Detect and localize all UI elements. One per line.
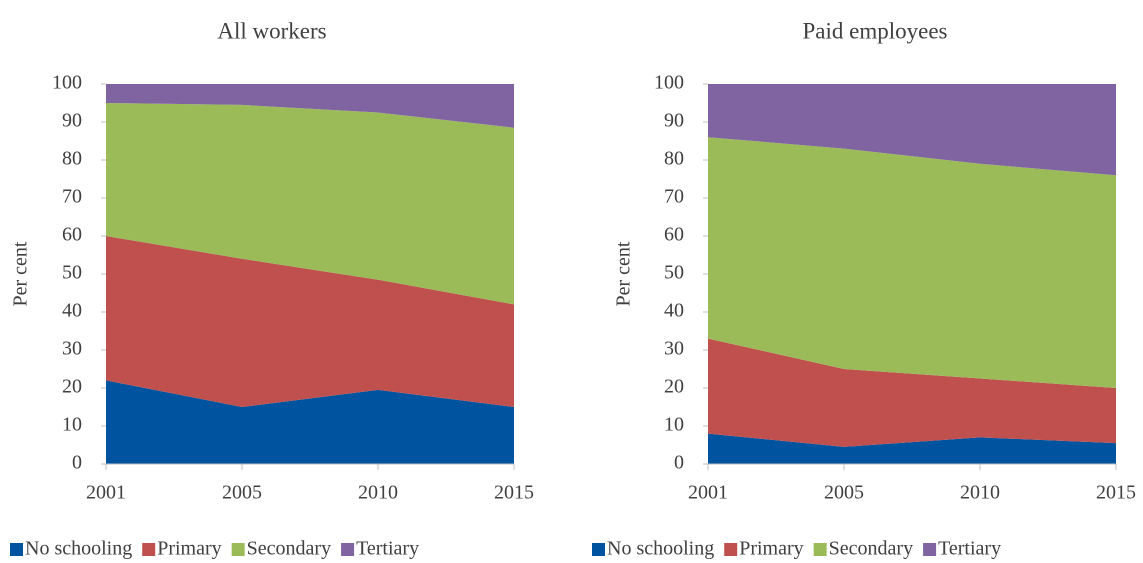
legend-swatch: [724, 543, 738, 556]
legend-swatch: [10, 543, 23, 556]
legend-swatch: [813, 543, 827, 556]
legend-swatch: [231, 543, 245, 556]
y-tick-label: 0: [674, 452, 684, 474]
area: [708, 338, 1116, 447]
legend-label: No schooling: [607, 538, 714, 560]
y-tick-label: 70: [62, 186, 82, 208]
y-tick-label: 80: [62, 148, 82, 170]
legend-label: Primary: [157, 538, 221, 560]
y-tick-label: 20: [664, 376, 684, 398]
legend-label: Tertiary: [356, 538, 419, 560]
y-tick-label: 70: [664, 186, 684, 208]
y-tick-label: 100: [654, 72, 684, 94]
legend-label: No schooling: [25, 538, 132, 560]
area: [106, 380, 514, 464]
y-tick-label: 30: [664, 338, 684, 360]
y-axis-label: Per cent: [10, 241, 32, 306]
legend-label: Secondary: [829, 538, 913, 560]
chart-title: Paid employees: [803, 18, 948, 43]
y-tick-label: 30: [62, 338, 82, 360]
x-tick-label: 2005: [824, 482, 864, 504]
x-tick-label: 2015: [1096, 482, 1136, 504]
x-tick-label: 2010: [358, 482, 398, 504]
y-tick-label: 80: [664, 148, 684, 170]
y-tick-label: 40: [664, 300, 684, 322]
x-tick-label: 2015: [494, 482, 534, 504]
y-tick-label: 50: [62, 262, 82, 284]
x-tick-label: 2001: [86, 482, 126, 504]
y-tick-label: 10: [62, 414, 82, 436]
area: [106, 84, 514, 128]
legend-label: Primary: [739, 538, 803, 560]
y-tick-label: 0: [72, 452, 82, 474]
legend-swatch: [142, 543, 156, 556]
area: [106, 236, 514, 407]
legend-label: Tertiary: [938, 538, 1001, 560]
y-tick-label: 20: [62, 376, 82, 398]
y-tick-label: 60: [664, 224, 684, 246]
area: [708, 84, 1116, 176]
legend-swatch: [341, 543, 355, 556]
y-tick-label: 90: [62, 110, 82, 132]
legend-label: Secondary: [247, 538, 331, 560]
y-axis-label: Per cent: [613, 241, 635, 306]
area: [708, 433, 1116, 464]
legend-swatch: [923, 543, 937, 556]
y-tick-label: 40: [62, 300, 82, 322]
y-tick-label: 100: [52, 72, 82, 94]
x-tick-label: 2005: [222, 482, 262, 504]
x-tick-label: 2010: [960, 482, 1000, 504]
legend-swatch: [592, 543, 605, 556]
area: [106, 103, 514, 305]
area: [708, 137, 1116, 388]
x-tick-label: 2001: [688, 482, 728, 504]
chart-title: All workers: [217, 18, 326, 43]
y-tick-label: 90: [664, 110, 684, 132]
y-tick-label: 50: [664, 262, 684, 284]
y-tick-label: 60: [62, 224, 82, 246]
y-tick-label: 10: [664, 414, 684, 436]
